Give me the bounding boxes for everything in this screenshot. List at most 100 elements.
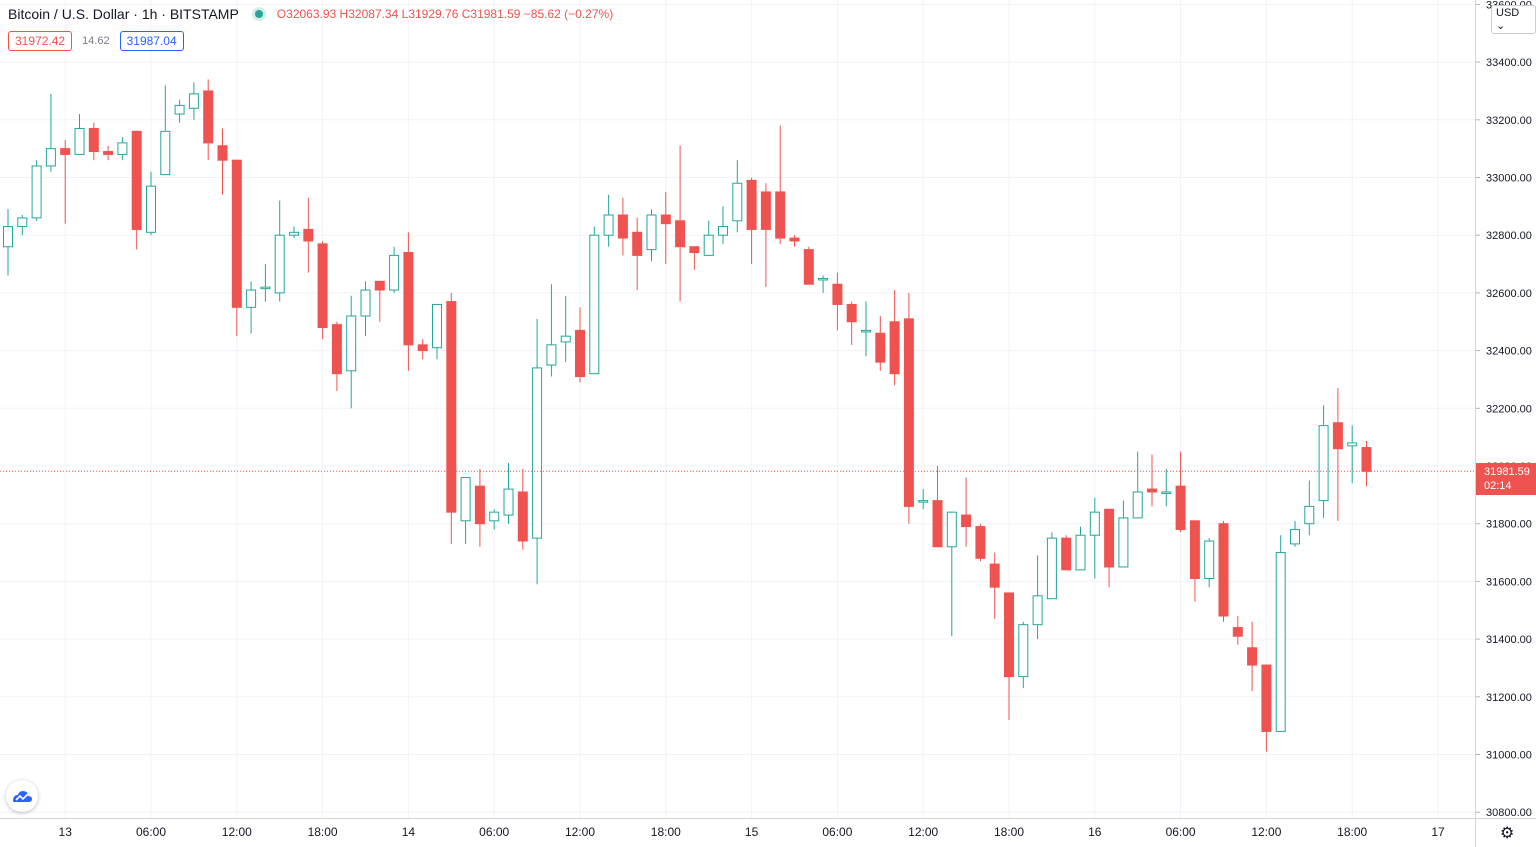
candle [117, 137, 128, 161]
candle [217, 128, 228, 195]
candle-body [617, 214, 628, 239]
candle-body [1104, 508, 1115, 568]
candle-body [675, 220, 686, 248]
candle-body [1332, 422, 1343, 450]
candle-body [1132, 491, 1143, 519]
candle [346, 295, 357, 409]
candle-body [1175, 485, 1186, 530]
candle-body [174, 104, 185, 115]
open-label: O [276, 7, 287, 21]
candle [432, 303, 442, 360]
candle [861, 301, 871, 357]
candle [31, 160, 42, 221]
candle [689, 246, 700, 270]
candle-body [575, 329, 585, 378]
candle-body [1347, 442, 1358, 447]
candle-body [246, 289, 257, 308]
candle-body [1204, 540, 1215, 580]
candle-body [946, 511, 957, 548]
candle [703, 220, 714, 256]
ohlc-values: O32063.93 H32087.34 L31929.76 C31981.59 … [277, 7, 613, 21]
candle [989, 552, 1000, 619]
y-tick-label: 31400.00 [1486, 634, 1532, 646]
candle-body [474, 485, 485, 525]
candle [274, 200, 285, 302]
candle [389, 246, 400, 293]
candle [503, 463, 514, 524]
candle [3, 209, 13, 276]
candle-body [1046, 537, 1057, 600]
candle [961, 477, 972, 547]
y-tick-label: 30800.00 [1486, 807, 1532, 819]
candle-body [875, 332, 886, 363]
candle-body [103, 151, 114, 155]
candle-body [74, 127, 85, 155]
candle [1132, 451, 1143, 519]
candle-body [146, 185, 156, 233]
candle [718, 206, 728, 244]
candle [1332, 388, 1343, 521]
x-tick-label: 12:00 [222, 825, 252, 839]
candle-body [1032, 595, 1043, 626]
candle-body [703, 234, 714, 256]
gear-icon[interactable]: ⚙ [1500, 825, 1515, 842]
candle-body [460, 477, 471, 522]
candle [446, 292, 457, 544]
candle-body [1075, 534, 1086, 571]
candle [1232, 616, 1243, 645]
candle [131, 130, 142, 250]
candle [1089, 497, 1100, 579]
low-label: L [401, 7, 409, 21]
candle [589, 226, 600, 375]
close-label: C [461, 7, 471, 21]
candle [1075, 526, 1086, 571]
candle-body [889, 321, 900, 375]
candle-body [260, 286, 271, 290]
x-tick-label: 06:00 [822, 825, 852, 839]
y-tick-label: 33400.00 [1486, 57, 1532, 69]
candle-body [603, 214, 614, 236]
symbol-title[interactable]: Bitcoin / U.S. Dollar · 1h · BITSTAMP [8, 6, 239, 22]
candle [103, 145, 114, 161]
currency-button[interactable]: USD ⌄ [1491, 5, 1536, 34]
candles [3, 79, 1372, 752]
candle [975, 523, 986, 562]
candle-body [231, 159, 242, 308]
candle [746, 177, 757, 265]
candle-body [489, 511, 500, 522]
candle-body [789, 237, 800, 242]
tradingview-cloud-icon[interactable] [6, 780, 38, 812]
candle-body [1361, 447, 1372, 472]
bar-countdown: 02:14 [1484, 480, 1512, 492]
sell-button[interactable]: 31972.42 [8, 31, 73, 51]
candle-body [317, 243, 328, 329]
candle-body [188, 93, 199, 109]
candle-body [818, 277, 829, 281]
candle-body [374, 280, 385, 291]
candle-body [417, 344, 428, 352]
x-tick-label: 18:00 [651, 825, 681, 839]
x-tick-label: 18:00 [1337, 825, 1367, 839]
candle-body [560, 335, 571, 343]
candle [188, 82, 199, 120]
y-tick-label: 31800.00 [1486, 519, 1532, 531]
candle [903, 292, 914, 524]
candle-body [532, 367, 543, 539]
y-tick-label: 31000.00 [1486, 750, 1532, 762]
symbol-legend: Bitcoin / U.S. Dollar · 1h · BITSTAMP O3… [8, 6, 613, 22]
candle [417, 339, 428, 360]
candle [1204, 538, 1215, 588]
x-tick-label: 12:00 [1251, 825, 1281, 839]
candle [146, 171, 156, 236]
candle-body [346, 315, 357, 372]
high-label: H [339, 7, 349, 21]
candle [1061, 535, 1072, 571]
y-tick-label: 33200.00 [1486, 115, 1532, 127]
candle-body [846, 303, 857, 323]
candle [45, 93, 56, 172]
buy-button[interactable]: 31987.04 [119, 31, 184, 51]
candle-body [1290, 528, 1300, 545]
y-tick-label: 32200.00 [1486, 403, 1532, 415]
open-value: 32063.93 [286, 7, 337, 21]
